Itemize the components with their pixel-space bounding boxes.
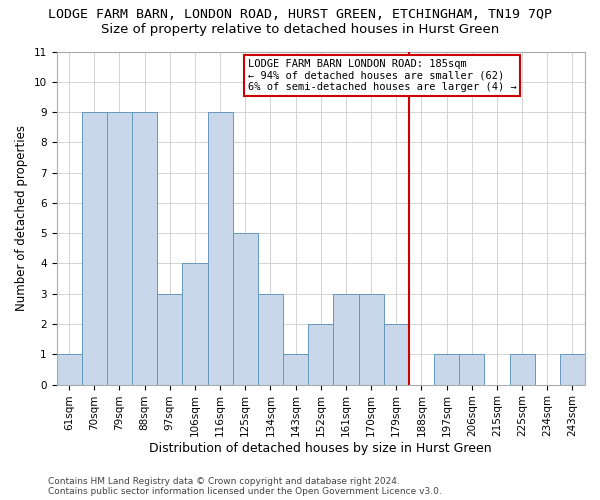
Bar xyxy=(383,324,409,384)
Bar xyxy=(560,354,585,384)
Bar xyxy=(56,354,82,384)
Bar xyxy=(459,354,484,384)
Bar xyxy=(82,112,107,384)
X-axis label: Distribution of detached houses by size in Hurst Green: Distribution of detached houses by size … xyxy=(149,442,492,455)
Bar xyxy=(107,112,132,384)
Bar xyxy=(509,354,535,384)
Text: Contains HM Land Registry data © Crown copyright and database right 2024.
Contai: Contains HM Land Registry data © Crown c… xyxy=(48,476,442,496)
Bar xyxy=(132,112,157,384)
Bar xyxy=(283,354,308,384)
Bar xyxy=(334,294,359,384)
Bar xyxy=(208,112,233,384)
Bar xyxy=(182,264,208,384)
Bar xyxy=(434,354,459,384)
Bar xyxy=(233,233,258,384)
Text: LODGE FARM BARN LONDON ROAD: 185sqm
← 94% of detached houses are smaller (62)
6%: LODGE FARM BARN LONDON ROAD: 185sqm ← 94… xyxy=(248,59,517,92)
Bar xyxy=(258,294,283,384)
Bar xyxy=(359,294,383,384)
Text: Size of property relative to detached houses in Hurst Green: Size of property relative to detached ho… xyxy=(101,22,499,36)
Y-axis label: Number of detached properties: Number of detached properties xyxy=(15,125,28,311)
Bar xyxy=(157,294,182,384)
Text: LODGE FARM BARN, LONDON ROAD, HURST GREEN, ETCHINGHAM, TN19 7QP: LODGE FARM BARN, LONDON ROAD, HURST GREE… xyxy=(48,8,552,20)
Bar xyxy=(308,324,334,384)
